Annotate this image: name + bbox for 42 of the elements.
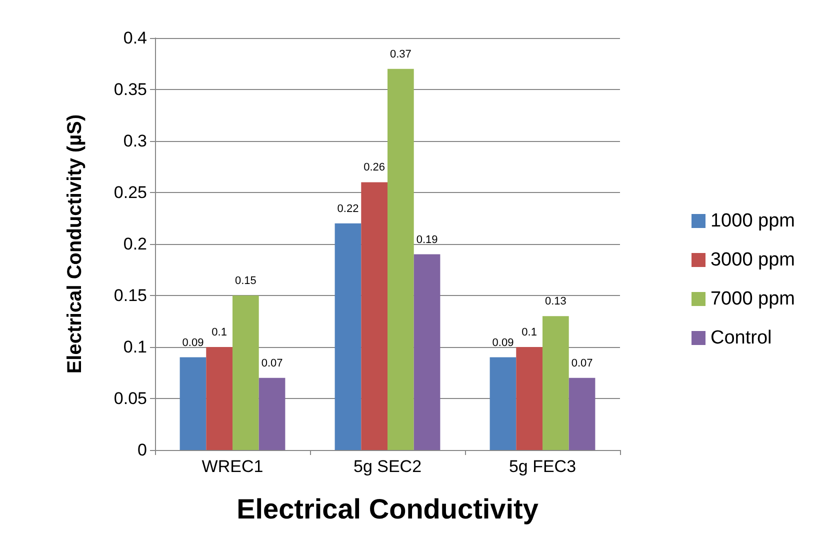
data-label: 0.07 xyxy=(261,357,283,370)
bar xyxy=(232,296,259,450)
y-tick-label: 0.2 xyxy=(123,234,147,254)
x-tick-label: 5g SEC2 xyxy=(353,457,422,476)
y-tick-label: 0.15 xyxy=(114,286,147,305)
data-label: 0.19 xyxy=(416,234,438,246)
legend-label: 3000 ppm xyxy=(710,250,796,270)
data-label: 0.26 xyxy=(364,162,386,174)
data-label: 0.15 xyxy=(234,275,256,287)
y-axis-title: Electrical Conductivity (µS) xyxy=(64,114,86,374)
data-label: 0.09 xyxy=(492,336,514,349)
y-tick-label: 0.4 xyxy=(123,28,147,48)
bar xyxy=(206,347,232,450)
bar xyxy=(180,357,206,450)
legend-label: 7000 ppm xyxy=(710,288,796,310)
y-tick-label: 0.35 xyxy=(114,80,147,99)
data-label: 0.09 xyxy=(182,336,204,349)
bar xyxy=(388,68,414,450)
data-label: 0.1 xyxy=(212,326,227,338)
bar xyxy=(490,357,516,450)
y-tick-label: 0.3 xyxy=(123,132,147,150)
bar xyxy=(258,378,286,450)
y-tick-label: 0.1 xyxy=(123,338,147,356)
bar xyxy=(361,182,388,450)
y-tick-label: 0 xyxy=(138,440,147,460)
data-label: 0.22 xyxy=(337,202,359,215)
y-tick-label: 0.05 xyxy=(114,389,147,408)
data-label: 0.13 xyxy=(544,296,566,308)
data-label: 0.37 xyxy=(390,48,412,60)
x-tick-label: WREC1 xyxy=(202,457,264,476)
x-tick-label: 5g FEC3 xyxy=(508,457,576,476)
bar xyxy=(334,223,362,450)
bar xyxy=(568,378,596,450)
y-tick-label: 0.25 xyxy=(114,183,147,202)
bar xyxy=(516,347,542,450)
x-axis-title: Electrical Conductivity xyxy=(236,494,539,524)
bar xyxy=(542,316,569,450)
data-label: 0.07 xyxy=(571,357,593,370)
bar xyxy=(414,254,440,450)
legend-label: Control xyxy=(710,328,772,348)
data-label: 0.1 xyxy=(522,326,537,338)
legend-label: 1000 ppm xyxy=(710,210,796,232)
